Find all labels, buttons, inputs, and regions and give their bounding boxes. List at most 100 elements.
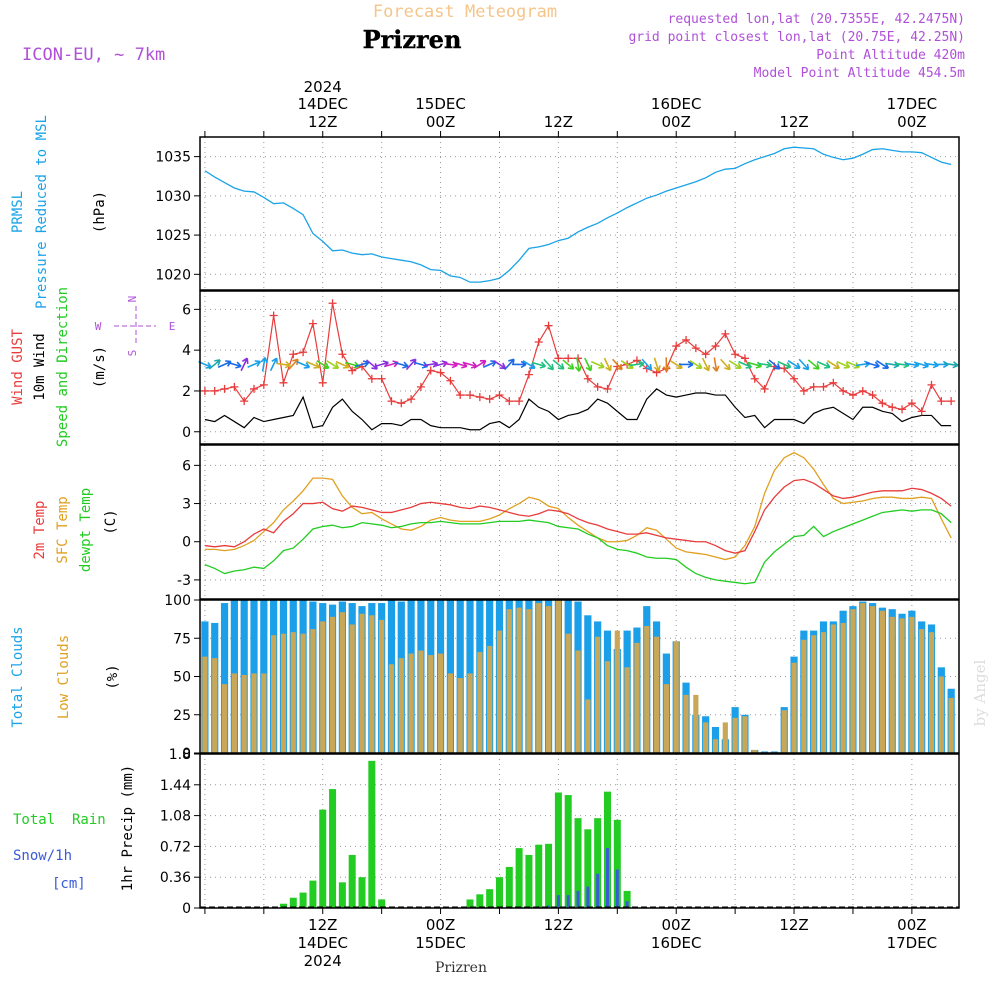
- wind-direction-arrow: [816, 360, 831, 369]
- gust-marker: [721, 329, 730, 338]
- temp-2m-line: [204, 478, 952, 554]
- temp-dew-line: [204, 509, 952, 585]
- wind-direction-arrow: [306, 360, 320, 369]
- rain-bar: [623, 890, 631, 908]
- wind-direction-arrow: [787, 360, 801, 369]
- x-top-date-label: 14DEC: [297, 95, 348, 113]
- clouds-y-tick-label: 50: [173, 670, 191, 686]
- low-cloud-bar: [781, 710, 787, 753]
- wind-panel: 0 2 4 6: [182, 291, 959, 444]
- low-cloud-bar: [653, 636, 660, 753]
- wind-direction-arrow: [807, 359, 820, 370]
- temperature-y-tick-label: 6: [182, 458, 191, 474]
- temp-2m-label: 2m Temp: [32, 500, 48, 559]
- snow-bar: [547, 905, 551, 908]
- low-cloud-bar: [447, 673, 453, 753]
- wind-direction-arrow: [227, 361, 242, 369]
- gust-marker: [466, 391, 475, 400]
- footer-location: Prizren: [435, 960, 487, 976]
- compass-west: W: [95, 320, 102, 333]
- low-cloud-bar: [379, 619, 385, 753]
- temperature-y-tick-label: 0: [182, 535, 191, 551]
- rain-bar: [564, 795, 572, 908]
- wind-direction-arrow: [512, 360, 527, 369]
- wind-frame: [199, 290, 960, 445]
- temperature-y-tick-label: 3: [182, 497, 191, 513]
- temperature-frame: [199, 444, 960, 600]
- wind-direction-arrow: [316, 360, 330, 369]
- low-cloud-bar: [693, 694, 699, 753]
- pressure-panel: 1020 1025 1030 1035: [155, 137, 959, 290]
- gust-marker: [858, 386, 867, 395]
- location-title: Prizren: [363, 25, 462, 54]
- wind-direction-arrow: [720, 358, 731, 371]
- gust-marker: [672, 342, 681, 351]
- low-cloud-bar: [487, 645, 493, 753]
- gridpoint-coordinates: grid point closest lon,lat (20.75E, 42.2…: [628, 30, 965, 45]
- pressure-line: [204, 146, 952, 283]
- snow-bar: [586, 886, 590, 908]
- low-cloud-bar: [624, 667, 630, 753]
- clouds-y-tick-label: 100: [164, 593, 191, 609]
- low-cloud-bar: [919, 629, 925, 753]
- gust-marker: [348, 366, 357, 375]
- precipitation-frame: [199, 753, 960, 909]
- gust-marker: [328, 299, 337, 308]
- total-clouds-label: Total Clouds: [10, 626, 26, 727]
- rain-bar: [535, 844, 543, 908]
- wind-direction-arrow: [394, 361, 409, 369]
- wind-direction-arrow: [562, 359, 575, 370]
- rain-bar: [613, 819, 621, 908]
- low-cloud-bar: [339, 612, 345, 753]
- gust-marker: [446, 376, 455, 385]
- temperature-panel: -3 0 3 6: [177, 445, 959, 599]
- low-cloud-bar: [752, 749, 758, 753]
- plot-area: 1020 1025 1030 1035 0 2 4 6 -3 0 3 6 0 25 50 75 100 0 0.36…: [155, 78, 960, 970]
- x-top-hour-label: 12Z: [779, 113, 808, 131]
- wind-y-tick-label: 6: [182, 302, 191, 318]
- low-cloud-bar: [565, 633, 571, 753]
- rain-bar: [505, 866, 513, 908]
- gust-marker: [524, 370, 533, 379]
- low-cloud-bar: [830, 624, 836, 753]
- wind-direction-arrow: [603, 357, 612, 372]
- gust-marker: [505, 397, 514, 406]
- low-cloud-bar: [791, 662, 797, 753]
- pressure-y-tick-label: 1030: [155, 189, 191, 205]
- wind-direction-arrow: [641, 358, 653, 371]
- point-altitude: Point Altitude 420m: [816, 48, 965, 63]
- x-bottom-date-label: 14DEC: [297, 934, 348, 952]
- snow-bar: [615, 869, 619, 908]
- x-top-hour-label: 00Z: [426, 113, 455, 131]
- x-top-date-label: 17DEC: [887, 95, 938, 113]
- watermark: by Angel: [971, 659, 989, 726]
- rain-bar: [545, 843, 553, 908]
- low-cloud-bar: [369, 615, 375, 753]
- wind-direction-arrow: [522, 360, 536, 369]
- gust-marker: [495, 391, 504, 400]
- pressure-label-1: PRMSL: [10, 191, 26, 233]
- low-cloud-bar: [437, 653, 444, 753]
- gust-marker: [269, 311, 278, 320]
- wind-direction-arrow: [826, 360, 840, 369]
- wind-direction-arrow: [208, 359, 221, 370]
- low-cloud-bar: [202, 656, 208, 753]
- low-cloud-bar: [948, 697, 954, 753]
- gust-marker: [289, 350, 298, 359]
- temp-sfc-label: SFC Temp: [55, 496, 71, 563]
- wind-direction-arrow: [543, 358, 555, 371]
- gust-marker: [544, 321, 553, 330]
- pressure-label-2: Pressure Reduced to MSL: [34, 115, 50, 309]
- gust-marker: [240, 397, 249, 406]
- low-cloud-bar: [555, 600, 561, 753]
- snow-bar: [625, 901, 629, 908]
- wind-direction-arrow: [653, 357, 661, 372]
- low-cloud-bar: [231, 673, 237, 753]
- low-cloud-bar: [516, 607, 522, 753]
- low-cloud-bar: [349, 624, 355, 753]
- gust-marker: [407, 395, 416, 404]
- low-cloud-bar: [329, 616, 336, 753]
- rain-bar: [348, 854, 356, 908]
- snow-label: Snow/1h: [13, 848, 72, 864]
- low-clouds-label: Low Clouds: [56, 635, 72, 719]
